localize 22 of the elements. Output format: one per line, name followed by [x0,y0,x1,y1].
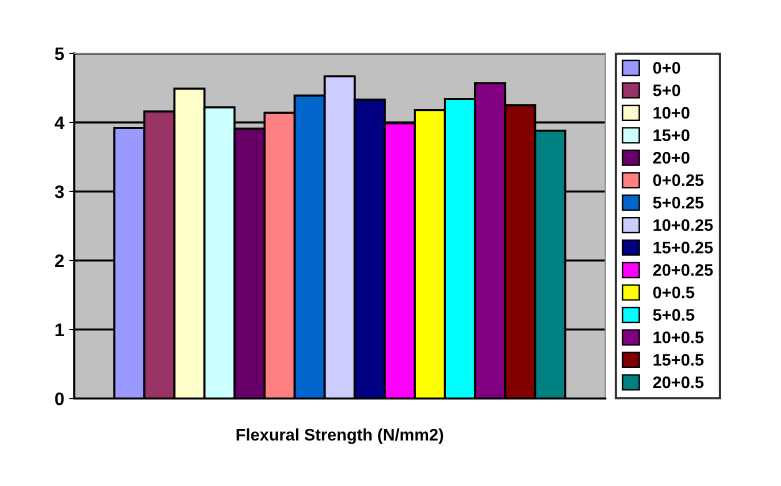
legend-label: 20+0.5 [653,376,704,388]
legend-label: 5+0.5 [653,309,694,321]
legend-label: 0+0 [653,62,680,74]
x-axis-title: Flexural Strength (N/mm2) [236,428,444,444]
legend-label: 20+0.25 [653,264,713,276]
legend-label: 20+0 [653,152,690,164]
legend-label: 10+0.25 [654,219,713,232]
legend-label: 10+0.5 [654,332,704,344]
y-tick-label: 1 [56,324,64,336]
y-tick-label: 4 [54,116,64,130]
legend-label: 5+0 [653,84,680,96]
legend-label: 5+0.25 [653,196,704,209]
y-tick-label: 3 [54,185,64,198]
y-tick-label: 0 [55,392,64,406]
legend-label: 15+0 [654,129,690,142]
legend-label: 15+0.25 [654,242,713,254]
legend-label: 15+0.5 [654,354,704,366]
legend-label: 0+0.25 [653,174,704,186]
legend-label: 10+0 [654,106,690,119]
y-tick-label: 2 [55,254,64,268]
legend-label: 0+0.5 [653,286,694,298]
y-tick-label: 5 [54,48,64,60]
